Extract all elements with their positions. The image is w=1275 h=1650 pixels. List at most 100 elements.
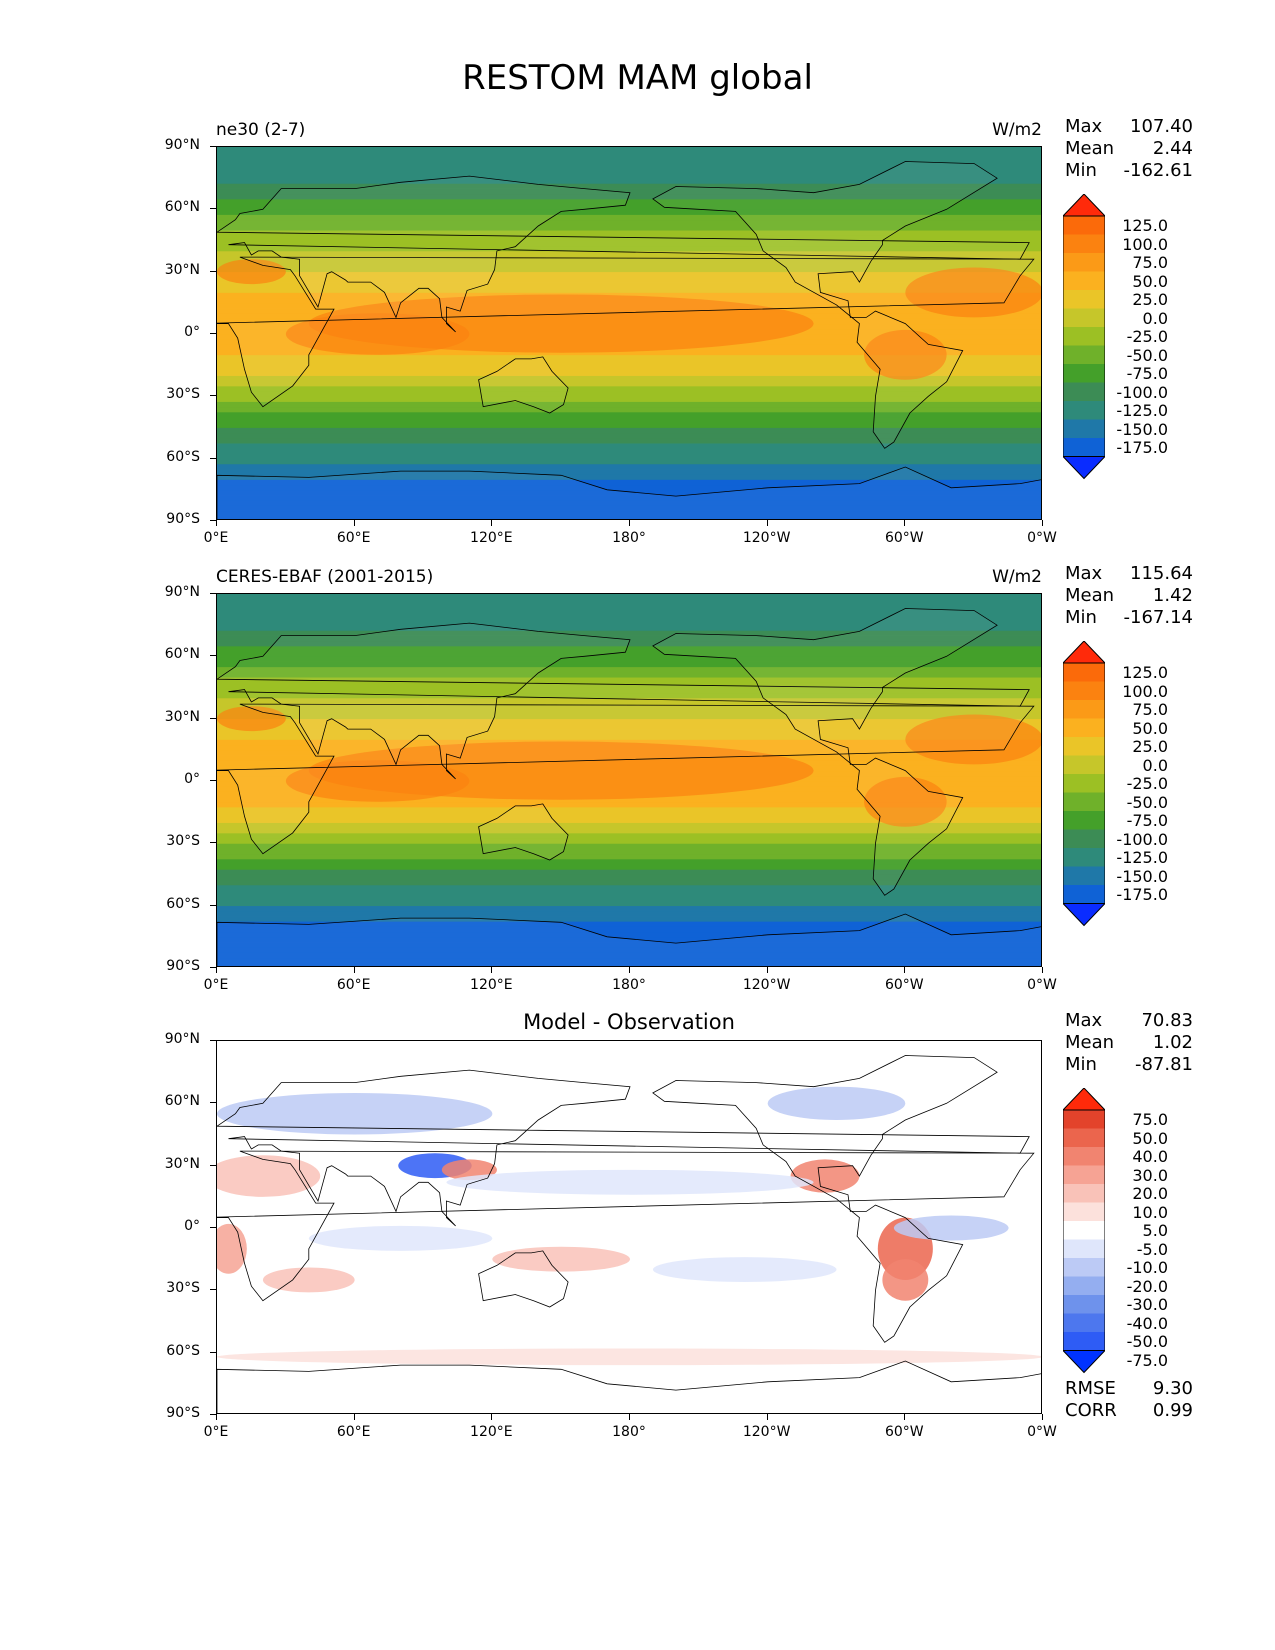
y-tick-label: 0° bbox=[184, 771, 200, 787]
y-tick-mark bbox=[210, 333, 216, 334]
diff-region bbox=[893, 1215, 1009, 1241]
zonal-band bbox=[217, 292, 1041, 299]
zonal-band bbox=[217, 401, 1041, 408]
colorbar-segment bbox=[1063, 1165, 1105, 1185]
stat-row: Min -162.61 bbox=[1065, 160, 1193, 182]
coastline-1 bbox=[217, 175, 1030, 333]
zonal-band bbox=[217, 734, 1041, 740]
colorbar-segment bbox=[1063, 1276, 1105, 1296]
x-tick-mark bbox=[353, 967, 355, 973]
y-tick-label: 0° bbox=[184, 1218, 200, 1234]
x-tick-mark bbox=[766, 520, 768, 526]
x-tick-label: 120°W bbox=[742, 977, 791, 993]
colorbar-segment bbox=[1063, 774, 1105, 793]
zonal-band bbox=[217, 890, 1041, 896]
zonal-band bbox=[217, 661, 1041, 668]
zonal-band bbox=[217, 947, 1041, 953]
stat-row: Mean 2.44 bbox=[1065, 138, 1193, 160]
colorbar-segment bbox=[1063, 1147, 1105, 1166]
zonal-band bbox=[217, 152, 1041, 158]
y-tick-label: 90°N bbox=[164, 584, 200, 600]
colorbar-segment bbox=[1063, 253, 1105, 272]
zonal-band bbox=[217, 287, 1041, 293]
zonal-band bbox=[217, 495, 1041, 501]
zonal-band bbox=[217, 453, 1041, 460]
zonal-band bbox=[217, 240, 1041, 247]
zonal-band bbox=[217, 594, 1041, 600]
zonal-band bbox=[217, 172, 1041, 179]
map-plot-area bbox=[216, 1040, 1042, 1414]
zonal-band bbox=[217, 380, 1041, 387]
x-tick-mark bbox=[904, 1414, 906, 1420]
zonal-band bbox=[217, 230, 1041, 236]
stat-value: 2.44 bbox=[1152, 138, 1193, 159]
diff-region bbox=[262, 1267, 355, 1293]
diff-region bbox=[767, 1086, 906, 1120]
stat-name: Min bbox=[1065, 1054, 1097, 1075]
colorbar-svg bbox=[1061, 1087, 1107, 1374]
diff-region bbox=[217, 1092, 493, 1135]
colorbar-tick-label: 75.0 bbox=[1132, 700, 1168, 720]
zonal-band bbox=[217, 204, 1041, 210]
x-tick-label: 0°E bbox=[203, 1424, 229, 1440]
diff-region bbox=[492, 1246, 630, 1272]
y-tick-mark bbox=[210, 717, 216, 719]
colorbar-segment bbox=[1063, 271, 1105, 291]
colorbar-segment bbox=[1063, 1295, 1105, 1314]
colorbar-tick-label: -25.0 bbox=[1126, 774, 1168, 794]
y-tick-mark bbox=[210, 967, 216, 968]
zonal-band bbox=[217, 432, 1041, 439]
x-tick-mark bbox=[491, 1414, 493, 1420]
zonal-band bbox=[217, 266, 1041, 273]
x-tick-label: 60°W bbox=[884, 530, 924, 546]
colorbar-segment bbox=[1063, 755, 1105, 775]
stat-value: -87.81 bbox=[1134, 1054, 1193, 1075]
zonal-band bbox=[217, 365, 1041, 371]
colorbar: 125.0 100.0 75.0 50.0 25.0 0.0 -25.0 -50.0 -75.0… bbox=[1061, 640, 1168, 967]
zonal-band bbox=[217, 708, 1041, 714]
y-tick-label: 30°N bbox=[164, 1155, 200, 1172]
colorbar-segment bbox=[1063, 1239, 1105, 1259]
x-tick-mark bbox=[629, 1414, 630, 1420]
zonal-band bbox=[217, 822, 1041, 829]
x-tick-mark bbox=[904, 520, 906, 526]
zonal-band bbox=[217, 500, 1041, 506]
stat-name: Max bbox=[1065, 563, 1103, 584]
warm-region bbox=[217, 706, 286, 732]
zonal-band bbox=[217, 806, 1041, 813]
zonal-band bbox=[217, 209, 1041, 215]
zonal-band bbox=[217, 422, 1041, 428]
colorbar-segment bbox=[1063, 438, 1105, 457]
stat-value: 0.99 bbox=[1152, 1400, 1193, 1421]
colorbar-tick-label: 0.0 bbox=[1142, 755, 1168, 775]
y-tick-mark bbox=[210, 1227, 216, 1228]
diff-region bbox=[446, 1169, 814, 1195]
stat-row: Min -167.14 bbox=[1065, 607, 1193, 629]
zonal-band bbox=[217, 406, 1041, 413]
x-tick-mark bbox=[629, 520, 630, 526]
colorbar-tick-label: -40.0 bbox=[1126, 1313, 1168, 1333]
zonal-band bbox=[217, 463, 1041, 470]
x-tick-mark bbox=[353, 520, 355, 526]
colorbar-segment bbox=[1063, 290, 1105, 309]
zonal-band bbox=[217, 479, 1041, 486]
colorbar-segment bbox=[1063, 811, 1105, 830]
y-tick-label: 60°S bbox=[166, 895, 200, 912]
colorbar-tick-label: -50.0 bbox=[1126, 1332, 1168, 1352]
zonal-band bbox=[217, 147, 1041, 153]
zonal-band bbox=[217, 858, 1041, 865]
stat-name: Mean bbox=[1065, 138, 1115, 159]
coastline-1 bbox=[217, 1069, 1030, 1227]
panel-center-title: Model - Observation bbox=[523, 1010, 735, 1034]
zonal-band bbox=[217, 619, 1041, 626]
stat-name: CORR bbox=[1065, 1400, 1117, 1421]
colorbar-tick-label: -100.0 bbox=[1116, 382, 1168, 402]
diff-region bbox=[217, 1155, 321, 1197]
colorbar-tick-label: -125.0 bbox=[1116, 401, 1168, 421]
map-svg bbox=[217, 1041, 1041, 1413]
stat-value: 9.30 bbox=[1152, 1378, 1193, 1399]
diff-region bbox=[652, 1257, 837, 1283]
zonal-band bbox=[217, 832, 1041, 839]
colorbar-segment bbox=[1063, 382, 1105, 402]
zonal-band bbox=[217, 235, 1041, 241]
